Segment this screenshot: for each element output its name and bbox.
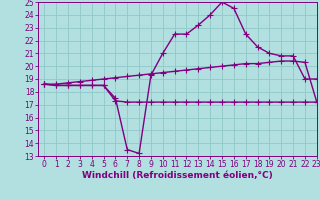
X-axis label: Windchill (Refroidissement éolien,°C): Windchill (Refroidissement éolien,°C)	[82, 171, 273, 180]
